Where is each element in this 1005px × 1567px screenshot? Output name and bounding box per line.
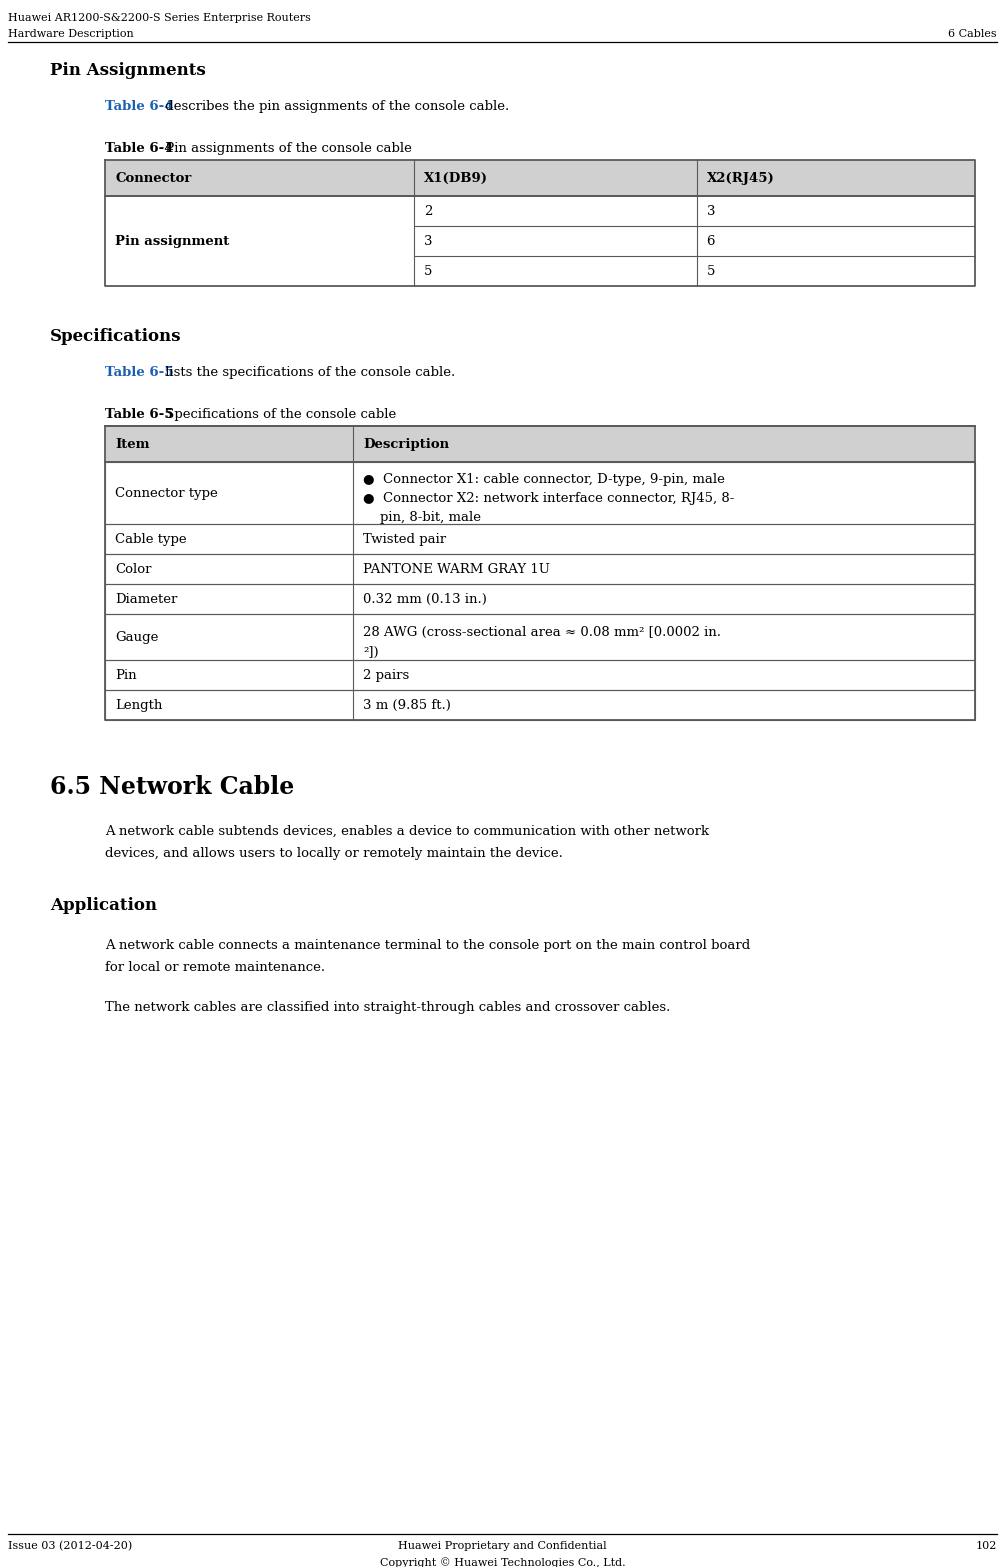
Text: Specifications of the console cable: Specifications of the console cable — [161, 407, 396, 422]
Text: Copyright © Huawei Technologies Co., Ltd.: Copyright © Huawei Technologies Co., Ltd… — [380, 1558, 625, 1567]
Text: The network cables are classified into straight-through cables and crossover cab: The network cables are classified into s… — [105, 1001, 670, 1014]
Bar — [696, 255, 975, 287]
Bar — [696, 196, 975, 226]
Text: 5: 5 — [424, 265, 432, 277]
Bar — [353, 462, 975, 523]
Bar — [414, 226, 696, 255]
Text: Connector: Connector — [115, 171, 191, 185]
Text: 6: 6 — [707, 235, 716, 248]
Text: ²]): ²]) — [363, 646, 379, 660]
Text: for local or remote maintenance.: for local or remote maintenance. — [105, 961, 326, 975]
Text: Connector type: Connector type — [115, 486, 218, 500]
Text: pin, 8-bit, male: pin, 8-bit, male — [363, 511, 481, 523]
Text: Pin: Pin — [115, 669, 137, 682]
Text: Gauge: Gauge — [115, 630, 159, 644]
Text: Specifications: Specifications — [50, 328, 182, 345]
Text: 6 Cables: 6 Cables — [949, 30, 997, 39]
Text: ●  Connector X2: network interface connector, RJ45, 8-: ● Connector X2: network interface connec… — [363, 492, 735, 505]
Text: 28 AWG (cross-sectional area ≈ 0.08 mm² [0.0002 in.: 28 AWG (cross-sectional area ≈ 0.08 mm² … — [363, 625, 721, 639]
Bar — [414, 255, 696, 287]
Text: lists the specifications of the console cable.: lists the specifications of the console … — [161, 367, 455, 379]
Text: Item: Item — [115, 437, 150, 450]
Text: 0.32 mm (0.13 in.): 0.32 mm (0.13 in.) — [363, 592, 486, 605]
Bar — [105, 660, 353, 689]
Text: describes the pin assignments of the console cable.: describes the pin assignments of the con… — [161, 100, 510, 113]
Text: devices, and allows users to locally or remotely maintain the device.: devices, and allows users to locally or … — [105, 848, 563, 860]
Text: 6.5 Network Cable: 6.5 Network Cable — [50, 776, 294, 799]
Bar — [353, 555, 975, 584]
Bar — [414, 196, 696, 226]
Text: 3: 3 — [424, 235, 432, 248]
Text: Description: Description — [363, 437, 449, 450]
Bar — [105, 462, 353, 523]
Bar — [105, 160, 975, 196]
Text: Table 6-4: Table 6-4 — [105, 100, 174, 113]
Text: 5: 5 — [707, 265, 715, 277]
Bar — [353, 660, 975, 689]
Text: X1(DB9): X1(DB9) — [424, 171, 487, 185]
Text: Table 6-5: Table 6-5 — [105, 367, 174, 379]
Text: Hardware Description: Hardware Description — [8, 30, 134, 39]
Text: Pin Assignments: Pin Assignments — [50, 63, 206, 78]
Text: Table 6-4: Table 6-4 — [105, 143, 174, 155]
Text: 3: 3 — [707, 205, 716, 218]
Bar — [353, 614, 975, 660]
Text: 2 pairs: 2 pairs — [363, 669, 409, 682]
Bar — [105, 689, 353, 719]
Bar — [105, 614, 353, 660]
Text: Huawei AR1200-S&2200-S Series Enterprise Routers: Huawei AR1200-S&2200-S Series Enterprise… — [8, 13, 311, 24]
Text: Pin assignment: Pin assignment — [115, 235, 229, 248]
Text: Diameter: Diameter — [115, 592, 177, 605]
Text: Table 6-5: Table 6-5 — [105, 407, 174, 422]
Bar — [696, 226, 975, 255]
Text: A network cable subtends devices, enables a device to communication with other n: A network cable subtends devices, enable… — [105, 824, 710, 838]
Text: Color: Color — [115, 563, 152, 575]
Bar — [105, 196, 414, 287]
Text: ●  Connector X1: cable connector, D-type, 9-pin, male: ● Connector X1: cable connector, D-type,… — [363, 473, 725, 486]
Text: Cable type: Cable type — [115, 533, 187, 545]
Text: A network cable connects a maintenance terminal to the console port on the main : A network cable connects a maintenance t… — [105, 939, 751, 953]
Text: 102: 102 — [976, 1540, 997, 1551]
Text: Application: Application — [50, 896, 157, 914]
Text: Huawei Proprietary and Confidential: Huawei Proprietary and Confidential — [398, 1540, 607, 1551]
Bar — [353, 523, 975, 555]
Bar — [105, 523, 353, 555]
Text: X2(RJ45): X2(RJ45) — [707, 171, 774, 185]
Bar — [105, 555, 353, 584]
Text: Issue 03 (2012-04-20): Issue 03 (2012-04-20) — [8, 1540, 133, 1551]
Text: 3 m (9.85 ft.): 3 m (9.85 ft.) — [363, 699, 451, 711]
Bar — [353, 584, 975, 614]
Text: Length: Length — [115, 699, 163, 711]
Bar — [353, 689, 975, 719]
Text: Twisted pair: Twisted pair — [363, 533, 446, 545]
Bar — [105, 584, 353, 614]
Text: 2: 2 — [424, 205, 432, 218]
Text: Pin assignments of the console cable: Pin assignments of the console cable — [161, 143, 412, 155]
Bar — [105, 426, 975, 462]
Text: PANTONE WARM GRAY 1U: PANTONE WARM GRAY 1U — [363, 563, 550, 575]
